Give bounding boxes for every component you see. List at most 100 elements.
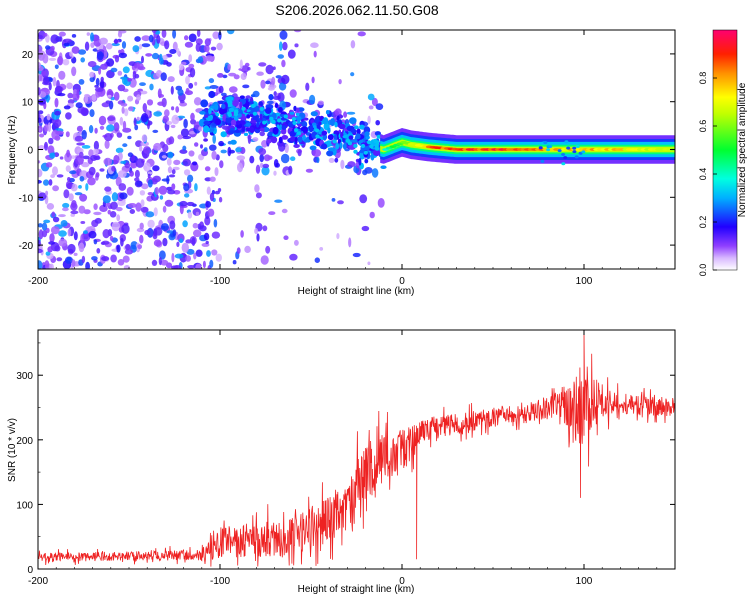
spectral-blob xyxy=(178,63,184,71)
y-tick-label: 10 xyxy=(22,98,34,109)
spectral-blob xyxy=(348,237,352,248)
spectral-blob xyxy=(336,233,340,240)
spectral-blob xyxy=(63,189,70,199)
spectral-blob xyxy=(200,144,203,149)
spectral-blob xyxy=(140,206,149,213)
spectral-blob xyxy=(81,129,87,140)
snr-panel: -200 -100 0 100 0 100 200 300 Height of straig… xyxy=(7,329,676,595)
spectral-blob xyxy=(134,62,138,69)
spectral-blob xyxy=(45,190,49,196)
spectral-blob xyxy=(121,223,130,234)
spectral-blob xyxy=(220,131,227,138)
spectral-blob xyxy=(124,249,133,255)
spectral-blob xyxy=(193,252,197,260)
spectral-blob xyxy=(266,100,274,105)
spectral-blob xyxy=(305,168,313,173)
spectral-blob xyxy=(78,185,82,189)
spectral-blob xyxy=(73,231,78,241)
spectral-blob xyxy=(46,203,55,210)
spectral-blob xyxy=(117,199,126,206)
spectral-peak xyxy=(376,134,381,139)
spectral-blob xyxy=(77,49,87,55)
spectral-blob xyxy=(321,130,328,136)
spectral-blob xyxy=(245,122,252,127)
spectral-blob xyxy=(126,77,133,82)
spectral-blob xyxy=(48,57,57,62)
spectral-blob xyxy=(44,141,48,151)
spectral-blob xyxy=(134,180,143,188)
spectral-blob xyxy=(359,124,365,130)
spectral-blob xyxy=(147,192,154,196)
spectral-blob xyxy=(350,72,355,77)
spectral-blob xyxy=(229,86,238,93)
snr-series-line xyxy=(38,330,675,567)
spectral-blob xyxy=(247,66,251,71)
colorbar-tick-label: 0.6 xyxy=(698,120,708,133)
spectral-blob xyxy=(254,184,260,193)
spectral-blob xyxy=(126,186,134,196)
spectral-blob xyxy=(46,113,51,121)
colorbar-label: Normalized spectral amplitude xyxy=(737,82,748,217)
spectral-blob xyxy=(143,146,151,154)
spectral-blob xyxy=(38,61,41,69)
spectral-blob xyxy=(340,159,345,170)
spectral-blob xyxy=(203,125,210,133)
spectral-blob xyxy=(56,257,63,262)
spectral-blob xyxy=(208,78,215,84)
spectral-blob xyxy=(60,220,68,227)
spectral-blob xyxy=(218,196,223,203)
spectral-blob xyxy=(193,97,202,106)
spectral-blob xyxy=(100,63,108,70)
spectral-blob xyxy=(293,144,300,148)
spectral-blob xyxy=(338,123,346,130)
spectral-blob xyxy=(183,183,190,192)
spectral-blob xyxy=(127,152,133,157)
spectral-blob xyxy=(215,253,222,262)
spectral-blob xyxy=(361,225,370,232)
spectral-blob xyxy=(62,202,70,209)
spectral-blob xyxy=(274,102,279,109)
spectral-blob xyxy=(295,112,300,116)
spectral-blob xyxy=(270,136,278,144)
spectral-blob xyxy=(327,147,336,152)
spectral-blob xyxy=(80,221,86,224)
spectral-blob xyxy=(38,110,44,115)
spectral-blob xyxy=(88,230,97,239)
spectral-blob xyxy=(118,52,128,59)
spectral-blob xyxy=(91,256,98,261)
spectral-blob xyxy=(152,165,160,172)
spectral-blob xyxy=(67,92,74,99)
spectral-blob xyxy=(200,99,209,108)
spectral-blob xyxy=(255,105,260,112)
spectral-blob xyxy=(58,214,66,218)
spectral-blob xyxy=(364,158,369,164)
spectral-blob xyxy=(136,116,140,122)
spectral-blob xyxy=(548,145,553,148)
spectral-blob xyxy=(93,203,98,210)
spectral-blob xyxy=(204,38,211,46)
spectral-blob xyxy=(370,153,375,161)
spectral-blob xyxy=(176,48,180,56)
spectral-blob xyxy=(172,41,178,52)
spectral-blob xyxy=(38,30,46,40)
spectral-peak xyxy=(353,149,358,154)
spectral-blob xyxy=(259,162,264,168)
spectral-blob xyxy=(104,48,108,59)
spectral-blob xyxy=(99,168,105,172)
spectral-blob xyxy=(38,117,42,123)
spectral-blob xyxy=(543,141,548,144)
spectral-blob xyxy=(77,106,86,114)
spectral-blob xyxy=(173,159,181,166)
x-tick-label: -100 xyxy=(210,576,230,587)
spectral-blob xyxy=(81,255,86,264)
spectral-blob xyxy=(160,223,169,232)
spectral-blob xyxy=(371,97,378,107)
x-tick-label: -100 xyxy=(210,276,230,287)
spectrogram-marks xyxy=(38,30,675,269)
spectral-blob xyxy=(244,245,251,253)
spectral-blob xyxy=(350,40,356,49)
spectral-blob xyxy=(256,71,264,76)
spectral-blob xyxy=(68,193,74,202)
spectral-blob xyxy=(369,211,375,219)
